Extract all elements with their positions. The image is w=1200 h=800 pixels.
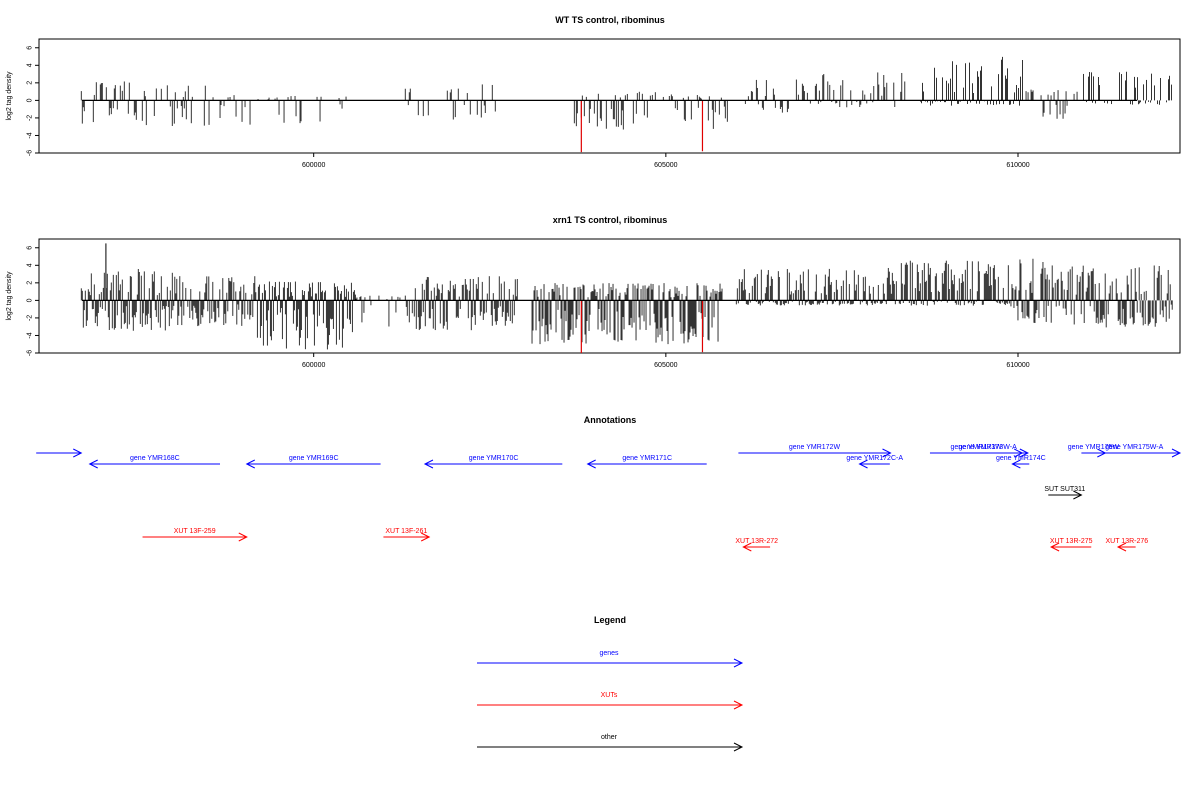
feature-arrow: XUT 13R-275 bbox=[1050, 538, 1093, 552]
feature-label: gene YMR168C bbox=[130, 455, 180, 462]
feature-arrow: gene YMR168C bbox=[88, 455, 221, 469]
legend-items: genes XUTs other bbox=[477, 650, 744, 752]
feature-label: gene YMR173W bbox=[950, 444, 1002, 451]
legend-label: genes bbox=[599, 650, 619, 657]
feature-arrow: gene YMR169C bbox=[245, 455, 381, 469]
feature-label: XUT 13R-275 bbox=[1050, 538, 1093, 545]
feature-arrow: gene YMR171C bbox=[586, 455, 707, 469]
y-tick-label: 2 bbox=[27, 81, 34, 85]
feature-label: gene YMR171C bbox=[622, 455, 672, 462]
x-tick-label: 600000 bbox=[302, 162, 325, 169]
x-tick-label: 610000 bbox=[1006, 362, 1029, 369]
legend-item: genes bbox=[477, 650, 744, 668]
feature-arrow: gene YMR172W bbox=[738, 444, 892, 458]
feature-arrow: gene YMR170C bbox=[423, 455, 563, 469]
feature-label: gene YMR175W-A bbox=[1105, 444, 1163, 451]
x-axis-ticks: 600000 605000 610000 bbox=[302, 153, 1030, 169]
track-panel-wt: WT TS control, ribominus log2 tag densit… bbox=[6, 15, 1181, 169]
y-tick-label: 4 bbox=[27, 63, 34, 67]
feature-label: gene YMR175W bbox=[1068, 444, 1120, 451]
bar-series bbox=[80, 56, 1172, 153]
feature-arrow: SUT SUT311 bbox=[1044, 486, 1085, 500]
feature-label: XUT 13F-261 bbox=[385, 528, 427, 535]
feature-label: XUT 13R-272 bbox=[735, 538, 778, 545]
legend-item: other bbox=[477, 734, 744, 752]
annotations-panel: Annotations gene YMR168C gene YMR169C gene… bbox=[36, 415, 1182, 552]
x-tick-label: 610000 bbox=[1006, 162, 1029, 169]
x-tick-label: 605000 bbox=[654, 162, 677, 169]
x-tick-label: 600000 bbox=[302, 362, 325, 369]
y-axis-ticks: -6 -4 -2 0 2 4 6 bbox=[27, 246, 39, 356]
x-tick-label: 605000 bbox=[654, 362, 677, 369]
track-panel-xrn1: xrn1 TS control, ribominus log2 tag dens… bbox=[6, 215, 1181, 369]
feature-label: XUT 13R-276 bbox=[1105, 538, 1148, 545]
feature-label: gene YMR172C-A bbox=[846, 455, 903, 462]
legend: Legend genes XUTs other bbox=[477, 615, 744, 752]
legend-label: other bbox=[601, 734, 618, 741]
feature-arrow: XUT 13R-272 bbox=[735, 538, 778, 552]
y-axis-label: log2 tag density bbox=[6, 271, 13, 321]
y-axis-ticks: -6 -4 -2 0 2 4 6 bbox=[27, 46, 39, 156]
feature-label: SUT SUT311 bbox=[1044, 486, 1085, 493]
feature-label: gene YMR170C bbox=[469, 455, 519, 462]
y-axis-label: log2 tag density bbox=[6, 71, 13, 121]
plot-frame bbox=[38, 238, 1181, 354]
feature-arrow: gene YMR173W-A bbox=[947, 444, 1029, 458]
feature-arrow: XUT 13R-276 bbox=[1105, 538, 1148, 552]
y-tick-label: -6 bbox=[27, 350, 34, 356]
y-tick-label: -2 bbox=[27, 315, 34, 321]
panel-title: xrn1 TS control, ribominus bbox=[553, 215, 668, 225]
feature-label: gene YMR174C bbox=[996, 455, 1046, 462]
legend-label: XUTs bbox=[601, 692, 618, 699]
y-tick-label: 0 bbox=[27, 98, 34, 102]
legend-title: Legend bbox=[594, 615, 626, 625]
y-tick-label: -2 bbox=[27, 115, 34, 121]
bar-series bbox=[80, 243, 1173, 353]
annotations-title: Annotations bbox=[584, 415, 637, 425]
panel-title: WT TS control, ribominus bbox=[555, 15, 665, 25]
feature-label: XUT 13F-259 bbox=[174, 528, 216, 535]
feature-arrow: gene YMR175W-A bbox=[1088, 444, 1182, 458]
y-tick-label: 0 bbox=[27, 298, 34, 302]
y-tick-label: 2 bbox=[27, 281, 34, 285]
y-tick-label: 4 bbox=[27, 263, 34, 267]
legend-item: XUTs bbox=[477, 692, 744, 710]
y-tick-label: -4 bbox=[27, 332, 34, 338]
y-tick-label: -4 bbox=[27, 132, 34, 138]
y-tick-label: 6 bbox=[27, 46, 34, 50]
plot-frame bbox=[38, 38, 1181, 154]
feature-arrow: gene YMR172C-A bbox=[846, 455, 903, 469]
feature-arrow: XUT 13F-261 bbox=[383, 528, 431, 542]
y-tick-label: -6 bbox=[27, 150, 34, 156]
feature-arrow: gene YMR174C bbox=[996, 455, 1046, 469]
feature-label: gene YMR172W bbox=[789, 444, 841, 451]
x-axis-ticks: 600000 605000 610000 bbox=[302, 353, 1030, 369]
y-tick-label: 6 bbox=[27, 246, 34, 250]
feature-arrow bbox=[36, 448, 83, 458]
feature-label: gene YMR173W-A bbox=[959, 444, 1017, 451]
feature-arrow: XUT 13F-259 bbox=[142, 528, 248, 542]
feature-list: gene YMR168C gene YMR169C gene YMR170C gene… bbox=[36, 444, 1182, 552]
feature-label: gene YMR169C bbox=[289, 455, 339, 462]
